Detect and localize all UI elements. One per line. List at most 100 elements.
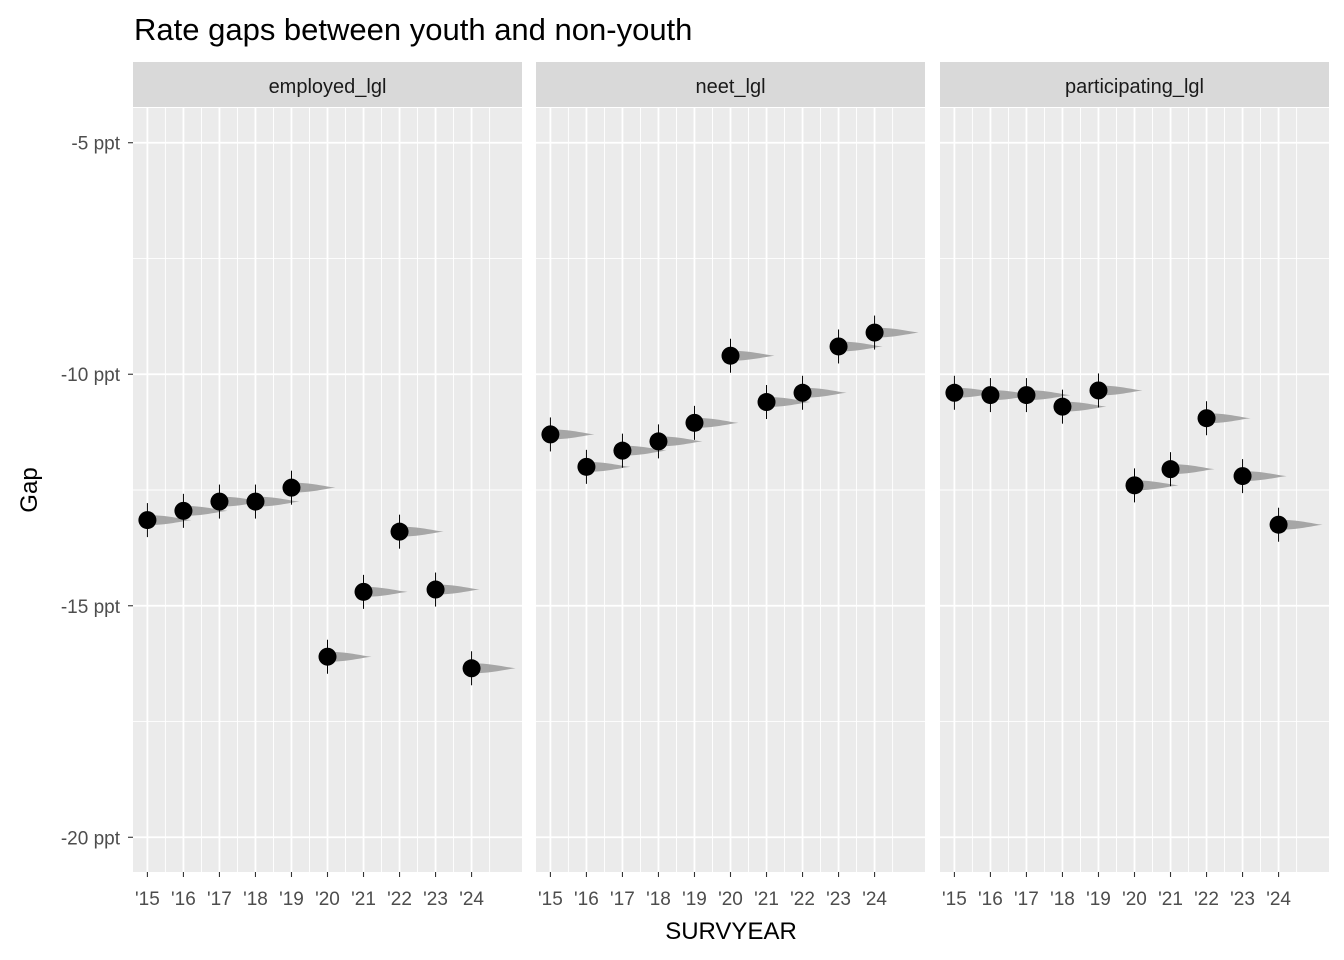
- data-point-'16: [174, 501, 193, 520]
- distribution-'24: [874, 327, 919, 338]
- distribution-'15: [954, 387, 999, 398]
- data-point-'23: [829, 337, 848, 356]
- x-tick-label: '17: [207, 889, 232, 910]
- y-tick-label: -10 ppt: [61, 365, 121, 386]
- x-tick-label: '24: [459, 889, 484, 910]
- facet-strip-label: participating_lgl: [1065, 76, 1204, 98]
- x-tick-label: '16: [574, 889, 599, 910]
- chart-title: Rate gaps between youth and non-youth: [134, 12, 692, 47]
- data-point-'19: [685, 413, 704, 432]
- data-point-'20: [721, 346, 740, 365]
- grid: [133, 108, 522, 872]
- distribution-'15: [550, 429, 595, 440]
- facet-strip: [536, 62, 925, 107]
- x-tick-label: '16: [978, 889, 1003, 910]
- data-point-'16: [577, 457, 596, 476]
- data-point-'18: [246, 492, 265, 511]
- distribution-'24: [471, 663, 516, 674]
- data-point-'21: [1161, 460, 1180, 479]
- x-tick-label: '23: [423, 889, 448, 910]
- distribution-'18: [255, 496, 300, 507]
- data-point-'20: [318, 647, 337, 666]
- x-tick-label: '15: [135, 889, 160, 910]
- distribution-'18: [1062, 401, 1107, 412]
- x-tick-label: '15: [538, 889, 563, 910]
- data-point-'21: [757, 393, 776, 412]
- data-point-'15: [541, 425, 560, 444]
- distribution-'22: [1206, 413, 1251, 424]
- data-point-'18: [649, 432, 668, 451]
- distribution-'21: [766, 397, 811, 408]
- x-tick-label: '18: [646, 889, 671, 910]
- x-tick-label: '17: [610, 889, 635, 910]
- x-tick-label: '22: [790, 889, 815, 910]
- grid: [536, 108, 925, 872]
- distribution-'17: [622, 445, 667, 456]
- y-tick-label: -15 ppt: [61, 597, 121, 618]
- distribution-'23: [435, 584, 480, 595]
- x-tick-label: '21: [754, 889, 779, 910]
- y-axis-title: Gap: [16, 467, 43, 512]
- distribution-'19: [291, 482, 336, 493]
- distribution-'20: [730, 350, 775, 361]
- x-tick-label: '22: [387, 889, 412, 910]
- data-point-'21: [354, 582, 373, 601]
- y-axis: -5 ppt -10 ppt -15 ppt -20 ppt: [61, 134, 133, 849]
- data-point-'24: [462, 659, 481, 678]
- y-tick-label: -20 ppt: [61, 828, 121, 849]
- facet-strip-label: neet_lgl: [695, 76, 765, 98]
- x-tick-label: '23: [1230, 889, 1255, 910]
- x-tick-label: '20: [718, 889, 743, 910]
- distribution-'23: [1242, 471, 1287, 482]
- x-tick-label: '24: [862, 889, 887, 910]
- facet-strip: [940, 62, 1329, 107]
- x-axis-title: SURVYEAR: [665, 918, 797, 945]
- distribution-'21: [363, 586, 408, 597]
- x-tick-label: '17: [1014, 889, 1039, 910]
- data-point-'23: [426, 580, 445, 599]
- distribution-'16: [586, 461, 631, 472]
- distribution-'19: [1098, 385, 1143, 396]
- distribution-'17: [1026, 390, 1071, 401]
- x-tick-label: '20: [315, 889, 340, 910]
- x-tick-label: '16: [171, 889, 196, 910]
- distribution-'24: [1278, 519, 1323, 530]
- x-tick-label: '21: [351, 889, 376, 910]
- x-tick-label: '19: [279, 889, 304, 910]
- y-tick-label: -5 ppt: [71, 134, 120, 155]
- data-point-'17: [613, 441, 632, 460]
- distribution-'17: [219, 496, 264, 507]
- x-tick-label: '24: [1266, 889, 1291, 910]
- data-point-'24: [865, 323, 884, 342]
- facet-participating_lgl: participating_lgl '15 '16 '17 '18 '19 '20 '21 '2…: [940, 62, 1329, 910]
- x-tick-label: '15: [942, 889, 967, 910]
- x-tick-label: '22: [1194, 889, 1219, 910]
- data-point-'19: [282, 478, 301, 497]
- data-point-'15: [138, 511, 157, 530]
- data-point-'24: [1269, 515, 1288, 534]
- data-point-'15: [945, 383, 964, 402]
- x-tick-label: '18: [243, 889, 268, 910]
- data-point-'22: [793, 383, 812, 402]
- x-tick-label: '19: [1086, 889, 1111, 910]
- distribution-'16: [183, 505, 228, 516]
- distribution-'18: [658, 436, 703, 447]
- distribution-'22: [802, 387, 847, 398]
- x-tick-label: '21: [1158, 889, 1183, 910]
- x-tick-label: '19: [682, 889, 707, 910]
- facet-neet_lgl: neet_lgl '15 '16 '17 '18 '19 '20 '21 '22 '23 '24: [536, 62, 925, 910]
- distribution-'23: [838, 341, 883, 352]
- data-point-'17: [210, 492, 229, 511]
- x-tick-label: '18: [1050, 889, 1075, 910]
- distribution-'19: [694, 417, 739, 428]
- data-point-'18: [1053, 397, 1072, 416]
- data-point-'16: [981, 386, 1000, 405]
- x-tick-label: '23: [826, 889, 851, 910]
- facet-strip: [133, 62, 522, 107]
- distribution-'22: [399, 526, 444, 537]
- data-point-'19: [1089, 381, 1108, 400]
- distribution-'15: [147, 515, 192, 526]
- facet-strip-label: employed_lgl: [269, 76, 387, 98]
- distribution-'20: [327, 651, 372, 662]
